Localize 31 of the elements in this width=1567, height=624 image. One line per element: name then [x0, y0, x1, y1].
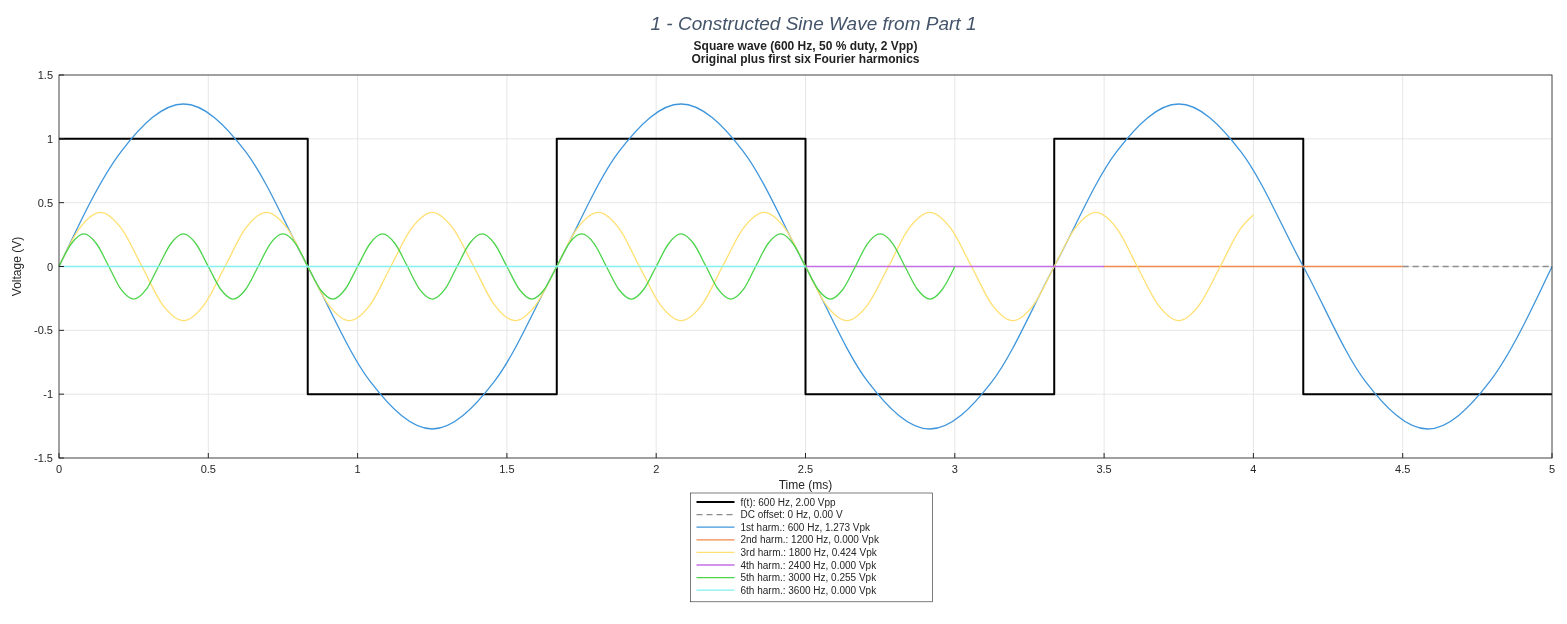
- x-tick-label: 0: [55, 463, 63, 475]
- x-tick-label: 1: [354, 463, 361, 475]
- x-tick-label: 0.5: [200, 463, 216, 475]
- chart-subtitle: Square wave (600 Hz, 50 % duty, 2 Vpp) Original plus first six Fourier harmonics: [691, 39, 920, 66]
- y-tick-label: -0.5: [34, 324, 53, 337]
- legend-label: DC offset: 0 Hz, 0.00 V: [740, 509, 843, 521]
- legend-label: 4th harm.: 2400 Hz, 0.000 Vpk: [740, 559, 878, 571]
- y-tick-label: -1.5: [34, 452, 53, 464]
- x-axis-title: Time (ms): [778, 478, 833, 492]
- x-tick-label: 2.5: [797, 463, 814, 475]
- line-series: [58, 233, 956, 300]
- x-tick-label: 1.5: [499, 463, 515, 475]
- legend-label: 6th harm.: 3600 Hz, 0.000 Vpk: [740, 584, 878, 596]
- legend-label: 3rd harm.: 1800 Hz, 0.424 Vpk: [740, 546, 878, 558]
- y-tick-label: 0.5: [37, 196, 53, 209]
- y-tick-label: -1: [43, 388, 53, 401]
- x-tick-label: 2: [653, 463, 660, 475]
- x-tick-label: 5: [1548, 463, 1556, 475]
- y-tick-label: 0: [46, 260, 53, 273]
- x-tick-label: 4: [1250, 463, 1257, 475]
- legend-label: 1st harm.: 600 Hz, 1.273 Vpk: [740, 521, 872, 533]
- y-axis-title: Voltage (V): [10, 236, 24, 297]
- y-tick-label: 1.5: [37, 69, 53, 81]
- legend-label: f(t): 600 Hz, 2.00 Vpp: [740, 496, 836, 508]
- x-tick-label: 3.5: [1096, 463, 1112, 475]
- legend-label: 2nd harm.: 1200 Hz, 0.000 Vpk: [740, 534, 880, 546]
- y-tick-label: 1: [46, 132, 53, 145]
- x-tick-label: 3: [951, 463, 958, 475]
- chart-title: 1 - Constructed Sine Wave from Part 1: [650, 13, 977, 34]
- x-tick-label: 4.5: [1395, 463, 1411, 475]
- legend-label: 5th harm.: 3000 Hz, 0.255 Vpk: [740, 572, 878, 584]
